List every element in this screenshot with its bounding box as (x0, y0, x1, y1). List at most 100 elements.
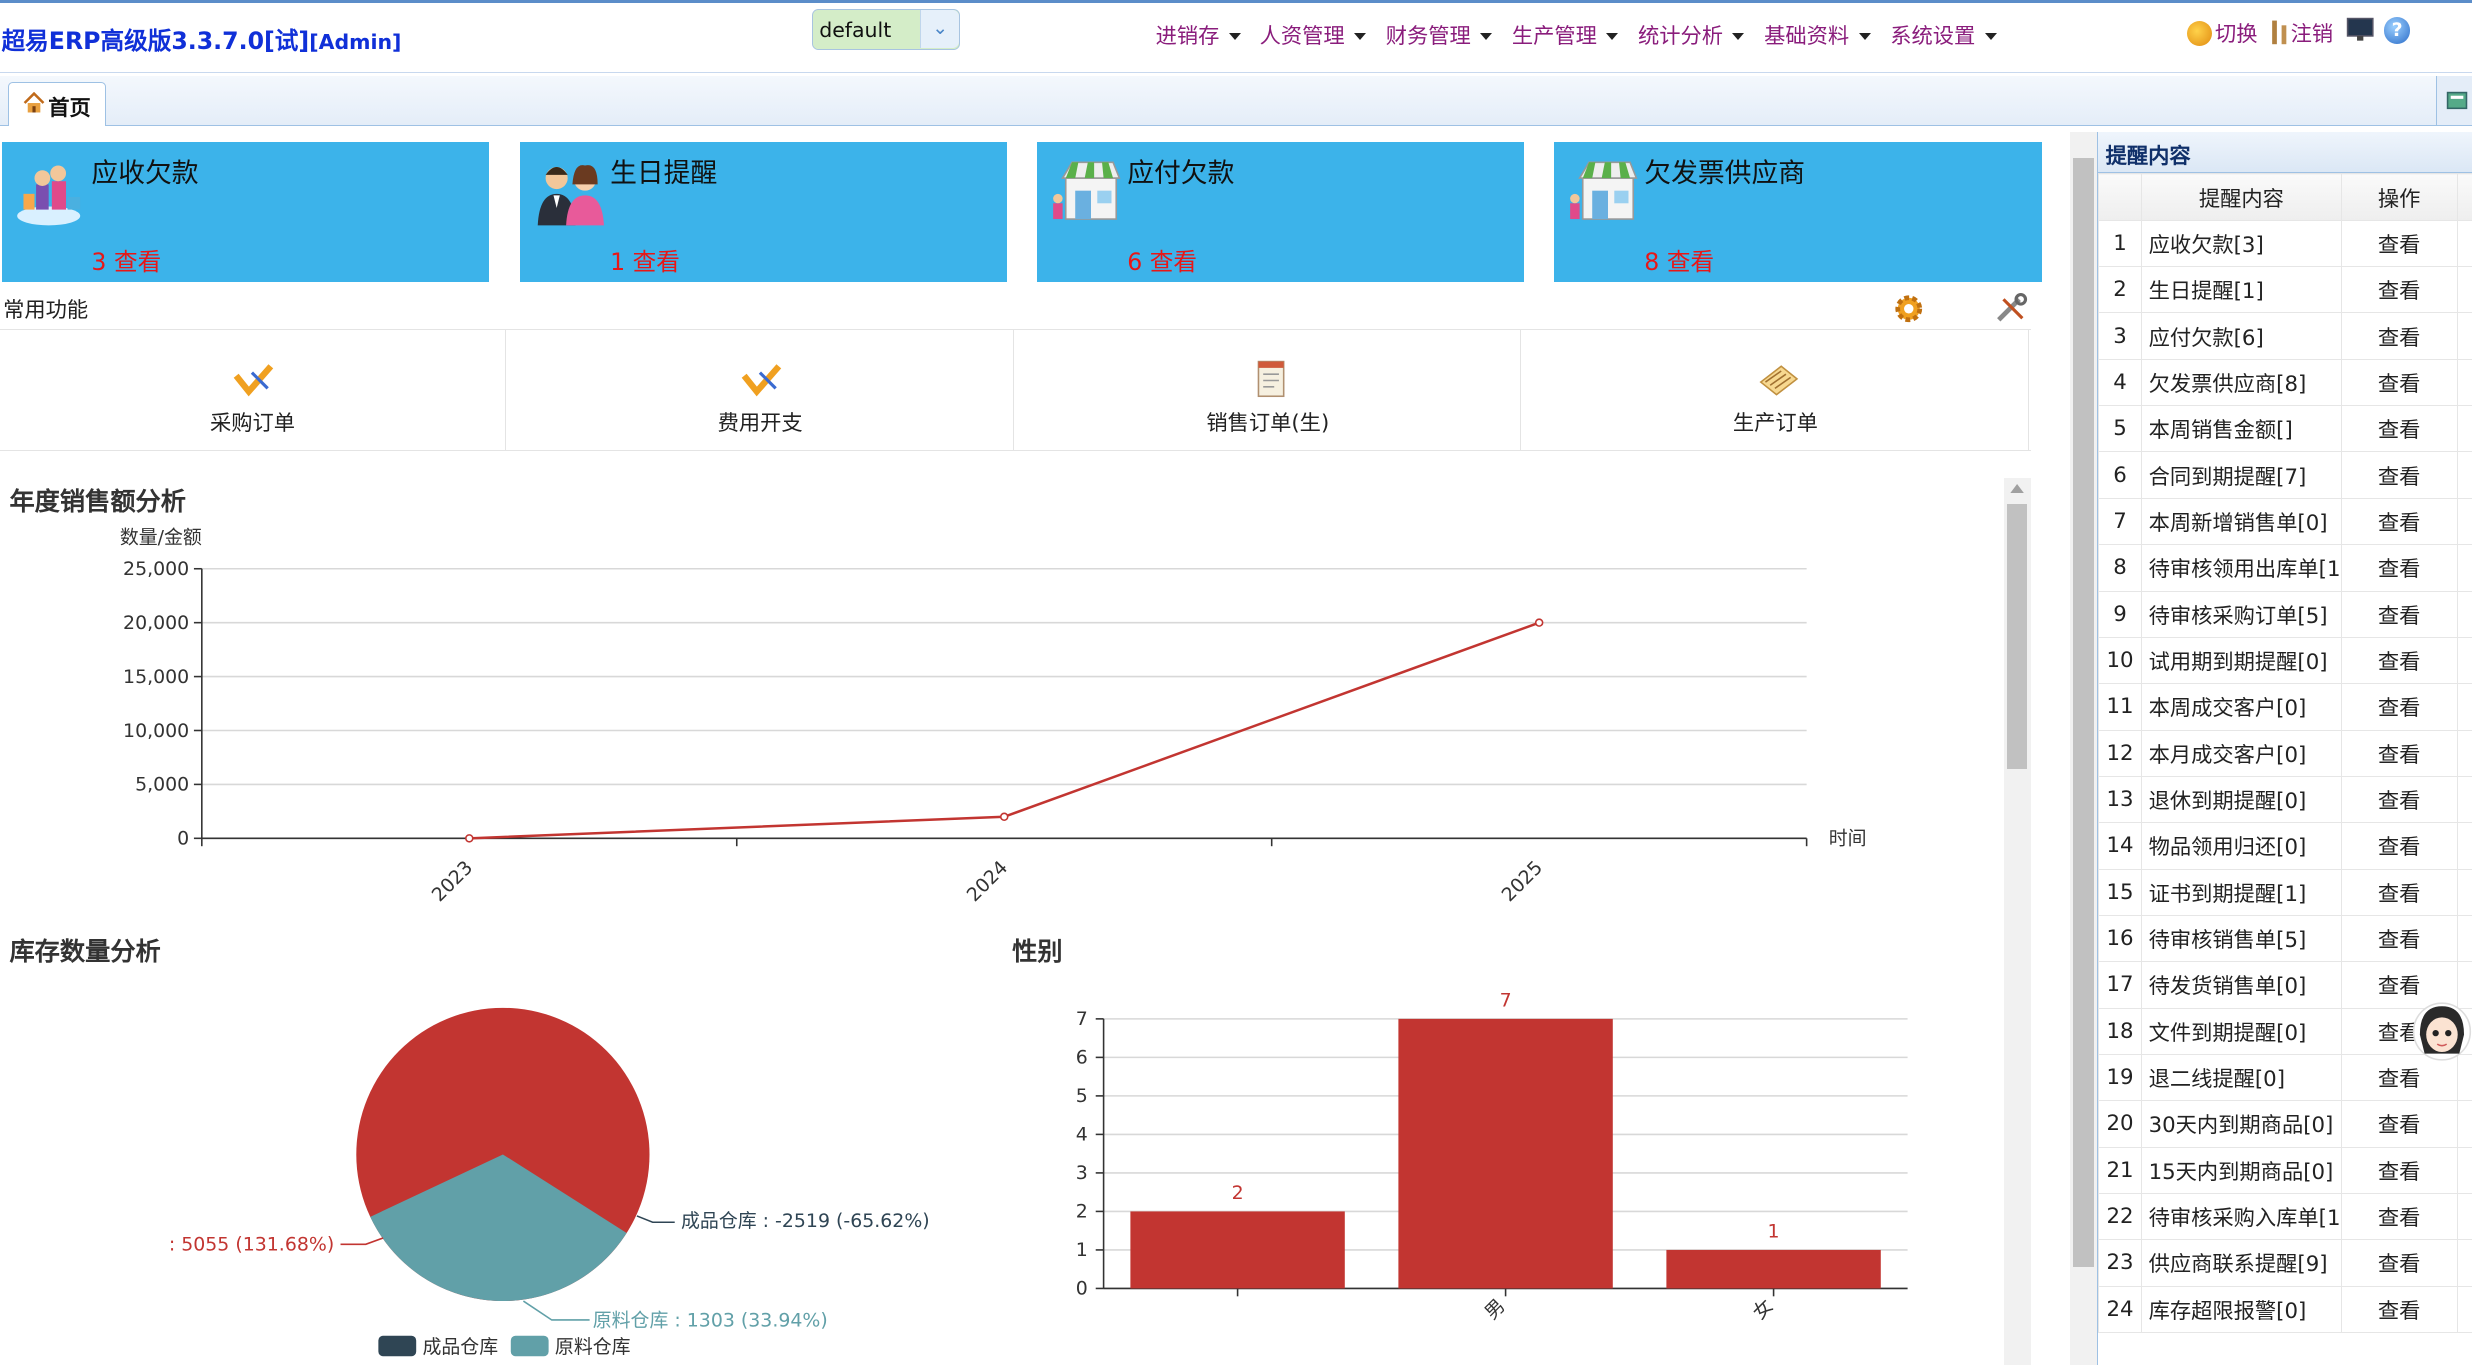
shortcut-sales-order[interactable]: 销售订单(生) (1015, 330, 1522, 451)
card-receivables[interactable]: 应收欠款 3 查看 (1, 141, 489, 283)
data-point (1534, 618, 1544, 628)
legend-swatch-raw (510, 1335, 549, 1356)
row-index: 18 (2097, 1007, 2143, 1055)
view-link[interactable]: 查看 (2340, 590, 2458, 638)
tab-home[interactable]: 首页 (7, 81, 106, 127)
charts-scrollbar-thumb[interactable] (2006, 504, 2028, 770)
pie-leader-line (340, 1236, 384, 1245)
view-link[interactable]: 查看 (2340, 358, 2458, 407)
y-tick-label: 5,000 (135, 774, 189, 796)
menu-statistics[interactable]: 统计分析 (1638, 19, 1745, 50)
logout-button[interactable]: 注销 (2269, 17, 2333, 48)
menu-basic-data[interactable]: 基础资料 (1764, 19, 1871, 50)
menu-jxc[interactable]: 进销存 (1156, 19, 1241, 50)
row-spacer (2456, 775, 2472, 824)
bar-value-label: 2 (1232, 1181, 1244, 1203)
row-index: 24 (2097, 1285, 2143, 1334)
scroll-up-icon[interactable] (2010, 483, 2025, 494)
sales-chart-title: 年度销售额分析 (9, 487, 186, 517)
row-index: 1 (2097, 219, 2143, 268)
table-row: 9 待审核采购订单[5] 查看 (2097, 590, 2472, 638)
card-birthday[interactable]: 生日提醒 1 查看 (520, 141, 1008, 283)
view-link[interactable]: 查看 (2340, 405, 2458, 453)
row-content: 合同到期提醒[7] (2141, 451, 2342, 499)
table-row: 8 待审核领用出库单[1 查看 (2097, 544, 2472, 592)
view-link[interactable]: 查看 (2340, 497, 2458, 546)
datasource-select[interactable]: default ⌄ (811, 9, 961, 51)
view-link[interactable]: 查看 (2340, 312, 2458, 360)
view-link[interactable]: 查看 (2340, 868, 2458, 916)
pencil-check-icon (741, 364, 782, 397)
menu-production[interactable]: 生产管理 (1512, 19, 1619, 50)
data-point (999, 812, 1009, 822)
tools-icon[interactable] (1994, 293, 2029, 325)
datasource-value: default (819, 18, 892, 43)
row-content: 试用期到期提醒[0] (2141, 636, 2342, 685)
menu-finance[interactable]: 财务管理 (1386, 19, 1493, 50)
caret-down-icon (1984, 33, 1997, 42)
card-title: 应收欠款 (91, 158, 199, 190)
table-header-row: 提醒内容 操作 (2097, 173, 2472, 221)
menu-label: 系统设置 (1890, 23, 1976, 49)
bar (1130, 1210, 1345, 1288)
row-content: 本周新增销售单[0] (2141, 497, 2342, 546)
row-index: 17 (2097, 961, 2143, 1009)
switch-icon (2186, 20, 2212, 47)
view-link[interactable]: 查看 (2340, 1053, 2458, 1102)
view-link[interactable]: 查看 (2340, 961, 2458, 1009)
pie-slice-raw-material (370, 1153, 627, 1301)
shortcut-purchase-order[interactable]: 采购订单 (0, 330, 507, 451)
menu-label: 财务管理 (1385, 23, 1471, 49)
menu-settings[interactable]: 系统设置 (1890, 19, 1997, 50)
monitor-icon[interactable] (2346, 17, 2376, 44)
menu-label: 生产管理 (1511, 23, 1597, 49)
card-payables[interactable]: 应付欠款 6 查看 (1037, 141, 1525, 283)
shortcut-expenses[interactable]: 费用开支 (508, 330, 1014, 451)
view-link[interactable]: 查看 (2340, 544, 2458, 592)
card-count-link[interactable]: 6 查看 (1127, 247, 1197, 276)
row-spacer (2456, 312, 2472, 360)
card-count-link[interactable]: 1 查看 (610, 247, 680, 276)
row-content: 本周销售金额[] (2141, 405, 2342, 453)
col-spacer (2456, 173, 2472, 221)
view-link[interactable]: 查看 (2340, 266, 2458, 314)
y-tick-label: 5 (1076, 1085, 1088, 1107)
table-row: 11 本周成交客户[0] 查看 (2097, 683, 2472, 731)
view-link[interactable]: 查看 (2340, 451, 2458, 499)
table-row: 22 待审核采购入库单[1 查看 (2097, 1192, 2472, 1241)
switch-button[interactable]: 切换 (2186, 17, 2257, 48)
chevron-down-icon[interactable]: ⌄ (920, 10, 960, 49)
row-content: 待发货销售单[0] (2141, 961, 2342, 1009)
row-index: 7 (2097, 497, 2143, 546)
view-link[interactable]: 查看 (2340, 683, 2458, 731)
panel-collapse-button[interactable] (2435, 75, 2472, 125)
main-scrollbar-thumb[interactable] (2073, 157, 2094, 1268)
card-count-link[interactable]: 8 查看 (1644, 247, 1715, 276)
view-link[interactable]: 查看 (2340, 1100, 2458, 1148)
help-icon[interactable]: ? (2383, 17, 2411, 45)
gear-icon[interactable] (1893, 293, 1925, 325)
view-link[interactable]: 查看 (2340, 636, 2458, 685)
view-link[interactable]: 查看 (2340, 775, 2458, 824)
view-link[interactable]: 查看 (2340, 1146, 2458, 1194)
view-link[interactable]: 查看 (2340, 914, 2458, 963)
col-content-header[interactable]: 提醒内容 (2141, 173, 2342, 221)
view-link[interactable]: 查看 (2340, 219, 2458, 268)
view-link[interactable]: 查看 (2340, 1239, 2458, 1287)
shortcut-production-order[interactable]: 生产订单 (1523, 330, 2029, 451)
row-content: 证书到期提醒[1] (2141, 868, 2342, 916)
view-link[interactable]: 查看 (2340, 729, 2458, 777)
view-link[interactable]: 查看 (2340, 822, 2458, 870)
bar-value-label: 1 (1768, 1220, 1780, 1242)
col-op-header[interactable]: 操作 (2340, 173, 2458, 221)
card-count-link[interactable]: 3 查看 (91, 247, 162, 276)
menu-hr[interactable]: 人资管理 (1260, 19, 1367, 50)
table-row: 17 待发货销售单[0] 查看 (2097, 961, 2472, 1009)
row-index: 3 (2097, 312, 2143, 360)
card-invoice-suppliers[interactable]: 欠发票供应商 8 查看 (1554, 141, 2042, 283)
row-content: 待审核采购入库单[1 (2141, 1192, 2342, 1241)
assistant-avatar[interactable] (2412, 1000, 2472, 1063)
view-link[interactable]: 查看 (2340, 1285, 2458, 1334)
view-link[interactable]: 查看 (2340, 1192, 2458, 1241)
y-tick-label: 10,000 (123, 720, 189, 742)
